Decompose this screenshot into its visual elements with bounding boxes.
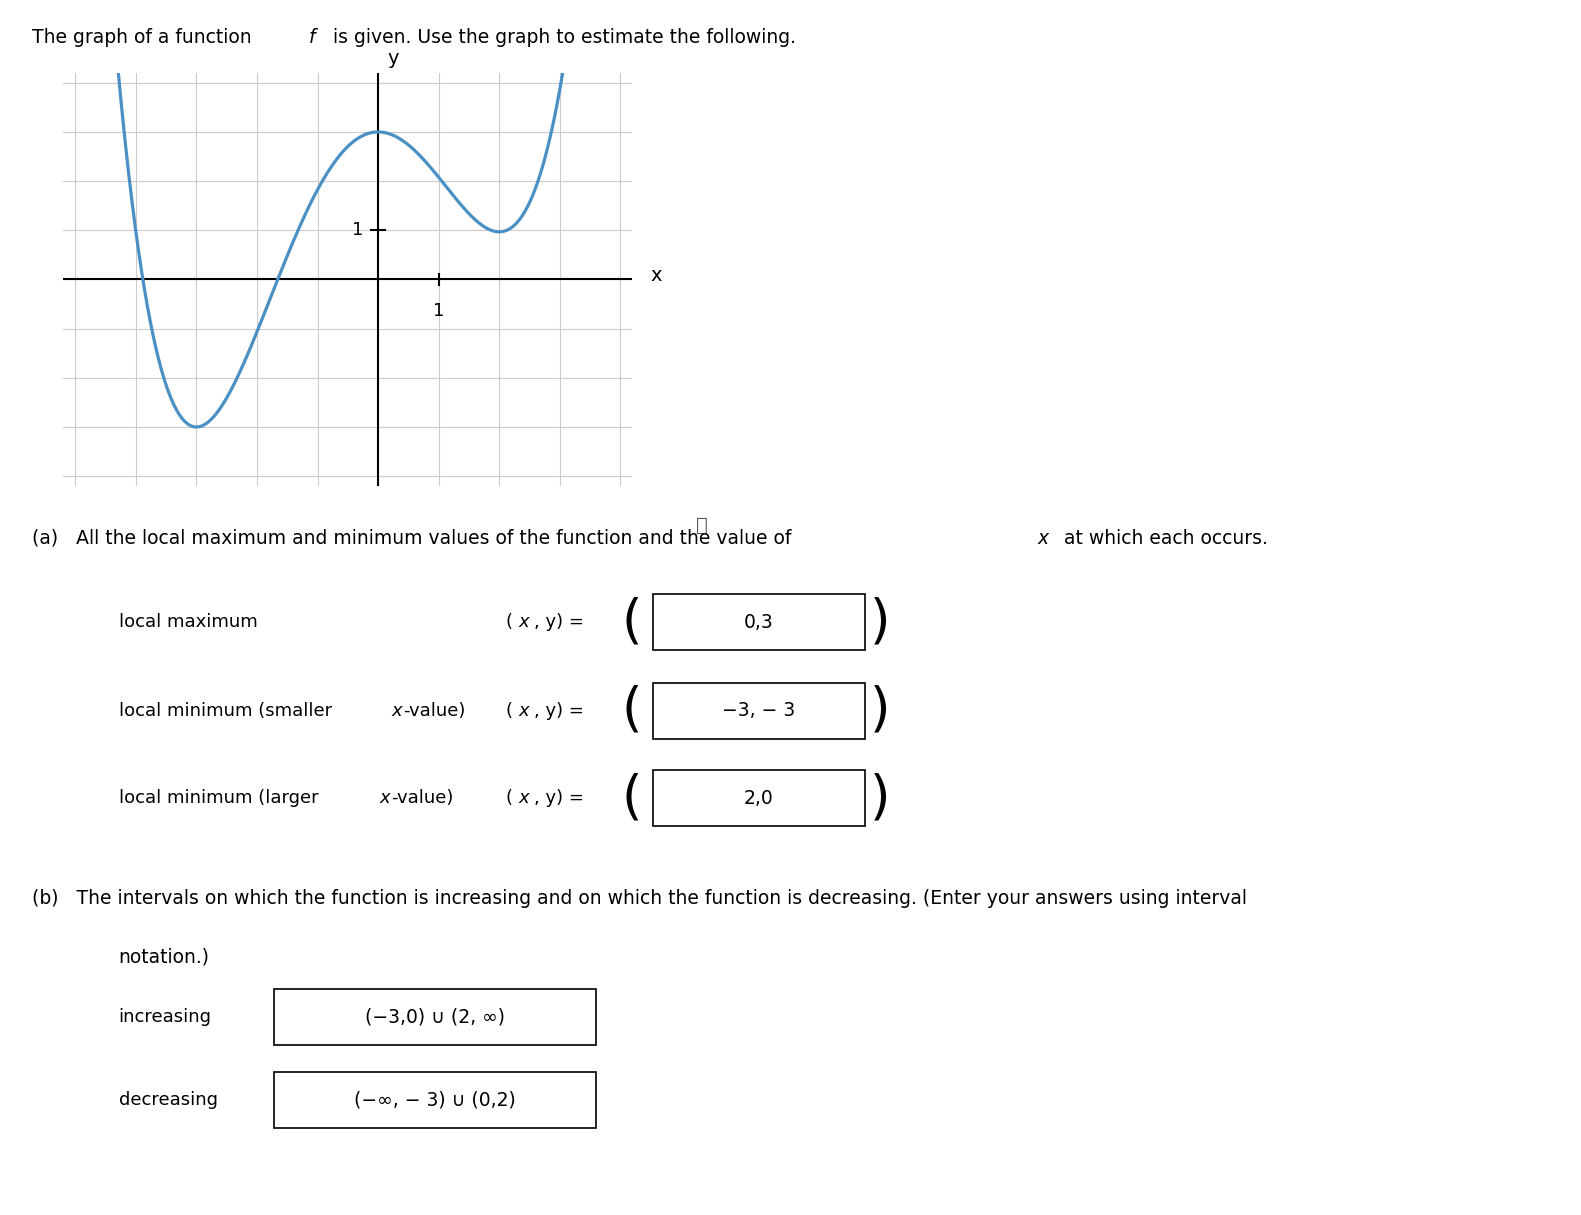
Text: −3, − 3: −3, − 3 bbox=[723, 701, 795, 720]
Text: x: x bbox=[392, 702, 402, 719]
Text: notation.): notation.) bbox=[119, 948, 210, 967]
Text: (−∞, − 3) ∪ (0,2): (−∞, − 3) ∪ (0,2) bbox=[354, 1090, 515, 1109]
FancyBboxPatch shape bbox=[274, 989, 596, 1045]
Text: decreasing: decreasing bbox=[119, 1091, 218, 1108]
Text: x: x bbox=[1037, 529, 1048, 548]
Text: 0,3: 0,3 bbox=[745, 612, 773, 632]
Text: local minimum (smaller: local minimum (smaller bbox=[119, 702, 337, 719]
Text: , y) =: , y) = bbox=[534, 702, 585, 719]
Text: local minimum (larger: local minimum (larger bbox=[119, 790, 324, 807]
Text: The graph of a function: The graph of a function bbox=[32, 28, 258, 47]
Text: x: x bbox=[519, 614, 530, 631]
FancyBboxPatch shape bbox=[653, 770, 865, 826]
Text: f: f bbox=[308, 28, 315, 47]
Text: ): ) bbox=[870, 597, 890, 648]
Text: , y) =: , y) = bbox=[534, 614, 585, 631]
Text: at which each occurs.: at which each occurs. bbox=[1058, 529, 1268, 548]
FancyBboxPatch shape bbox=[274, 1072, 596, 1128]
Text: increasing: increasing bbox=[119, 1008, 212, 1025]
Text: -value): -value) bbox=[403, 702, 465, 719]
Text: 1: 1 bbox=[351, 221, 364, 239]
Text: ): ) bbox=[870, 773, 890, 824]
Text: (: ( bbox=[506, 614, 512, 631]
Text: (: ( bbox=[621, 685, 642, 736]
Text: is given. Use the graph to estimate the following.: is given. Use the graph to estimate the … bbox=[327, 28, 797, 47]
Text: (: ( bbox=[621, 773, 642, 824]
Text: (: ( bbox=[506, 702, 512, 719]
Text: (: ( bbox=[621, 597, 642, 648]
Text: x: x bbox=[519, 702, 530, 719]
Text: , y) =: , y) = bbox=[534, 790, 585, 807]
Text: x: x bbox=[379, 790, 391, 807]
Text: -value): -value) bbox=[392, 790, 454, 807]
Text: (a)   All the local maximum and minimum values of the function and the value of: (a) All the local maximum and minimum va… bbox=[32, 529, 797, 548]
Text: y: y bbox=[387, 49, 398, 68]
Text: x: x bbox=[519, 790, 530, 807]
Text: x: x bbox=[650, 266, 662, 286]
Text: ⓘ: ⓘ bbox=[696, 516, 707, 536]
FancyBboxPatch shape bbox=[653, 594, 865, 650]
Text: (: ( bbox=[506, 790, 512, 807]
Text: 1: 1 bbox=[433, 301, 444, 320]
Text: ): ) bbox=[870, 685, 890, 736]
Text: 2,0: 2,0 bbox=[745, 789, 773, 808]
Text: (b)   The intervals on which the function is increasing and on which the functio: (b) The intervals on which the function … bbox=[32, 889, 1247, 909]
Text: (−3,0) ∪ (2, ∞): (−3,0) ∪ (2, ∞) bbox=[365, 1007, 504, 1027]
Text: local maximum: local maximum bbox=[119, 614, 258, 631]
FancyBboxPatch shape bbox=[653, 683, 865, 739]
